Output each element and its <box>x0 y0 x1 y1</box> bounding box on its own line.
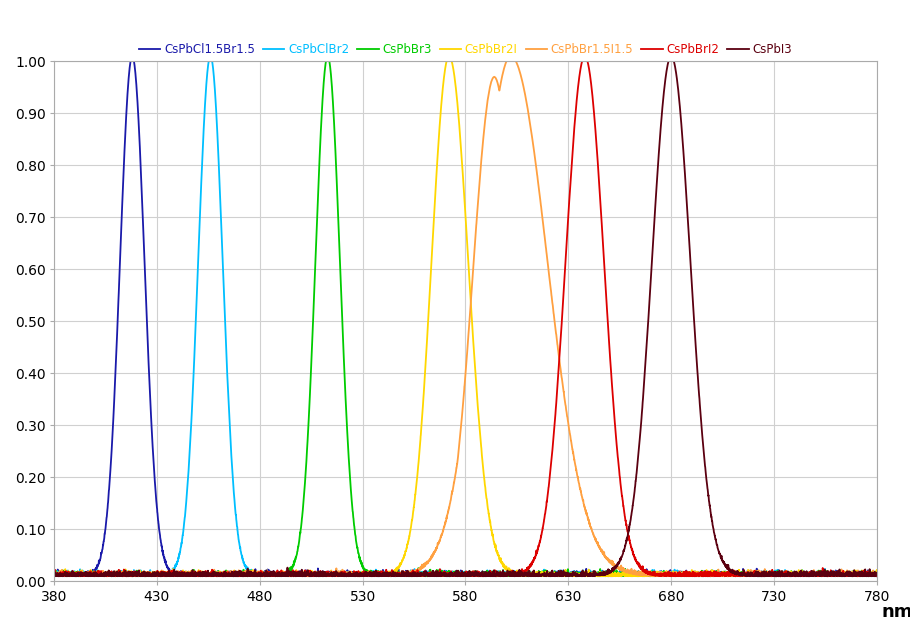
CsPbBrI2 <box>872 572 883 580</box>
CsPbBr1.5I1.5 <box>505 52 516 60</box>
CsPbBr3 <box>584 572 595 580</box>
CsPbI3 <box>363 570 374 578</box>
Line: CsPbBr2I: CsPbBr2I <box>54 56 877 577</box>
CsPbBr3 <box>363 570 374 578</box>
CsPbBr2I <box>198 572 209 579</box>
CsPbI3 <box>198 572 209 580</box>
X-axis label: nm: nm <box>882 603 910 621</box>
CsPbBr2I <box>872 566 883 574</box>
CsPbBr2I <box>444 52 455 60</box>
CsPbBrI2 <box>725 571 736 578</box>
CsPbBr3 <box>198 569 209 577</box>
CsPbBrI2 <box>662 570 673 578</box>
CsPbClBr2 <box>363 569 374 577</box>
CsPbI3 <box>48 572 59 579</box>
CsPbBr3 <box>542 570 553 578</box>
CsPbCl1.5Br1.5 <box>363 572 374 579</box>
CsPbClBr2 <box>205 52 216 60</box>
CsPbClBr2 <box>48 572 59 579</box>
CsPbI3 <box>872 569 883 577</box>
CsPbBr3 <box>48 568 59 576</box>
CsPbBr2I <box>725 572 736 579</box>
CsPbBr1.5I1.5 <box>662 571 673 578</box>
CsPbClBr2 <box>363 573 374 580</box>
Legend: CsPbCl1.5Br1.5, CsPbClBr2, CsPbBr3, CsPbBr2I, CsPbBr1.5I1.5, CsPbBrI2, CsPbI3: CsPbCl1.5Br1.5, CsPbClBr2, CsPbBr3, CsPb… <box>135 39 796 61</box>
CsPbBr1.5I1.5 <box>542 260 553 268</box>
CsPbBr3 <box>725 572 736 579</box>
CsPbClBr2 <box>584 569 595 577</box>
Line: CsPbBrI2: CsPbBrI2 <box>54 56 877 577</box>
CsPbI3 <box>662 58 673 66</box>
CsPbBr3 <box>322 52 333 60</box>
CsPbBr1.5I1.5 <box>725 570 736 578</box>
CsPbBr2I <box>852 573 863 580</box>
CsPbClBr2 <box>725 572 736 579</box>
CsPbBrI2 <box>584 68 595 76</box>
CsPbBr1.5I1.5 <box>872 570 883 577</box>
CsPbBr1.5I1.5 <box>584 521 595 528</box>
CsPbBr3 <box>207 572 218 580</box>
CsPbBr2I <box>542 572 553 580</box>
CsPbBr2I <box>48 570 59 577</box>
CsPbClBr2 <box>872 571 883 578</box>
CsPbBr2I <box>662 571 673 578</box>
Line: CsPbClBr2: CsPbClBr2 <box>54 56 877 577</box>
CsPbBrI2 <box>580 52 591 60</box>
CsPbBrI2 <box>542 491 553 498</box>
Line: CsPbCl1.5Br1.5: CsPbCl1.5Br1.5 <box>54 56 877 577</box>
CsPbCl1.5Br1.5 <box>48 572 59 580</box>
CsPbClBr2 <box>662 572 673 580</box>
CsPbBr1.5I1.5 <box>304 572 315 580</box>
CsPbBrI2 <box>198 570 209 578</box>
CsPbI3 <box>561 573 571 580</box>
CsPbBr2I <box>584 571 595 578</box>
CsPbI3 <box>725 568 736 575</box>
CsPbBr1.5I1.5 <box>363 571 374 578</box>
CsPbBrI2 <box>48 570 59 578</box>
CsPbCl1.5Br1.5 <box>542 568 553 576</box>
CsPbBrI2 <box>231 573 242 580</box>
CsPbCl1.5Br1.5 <box>126 52 137 60</box>
CsPbCl1.5Br1.5 <box>797 573 808 580</box>
CsPbCl1.5Br1.5 <box>584 572 595 580</box>
CsPbI3 <box>666 52 677 60</box>
CsPbCl1.5Br1.5 <box>198 572 209 579</box>
Line: CsPbBr3: CsPbBr3 <box>54 56 877 576</box>
CsPbClBr2 <box>542 570 553 578</box>
CsPbClBr2 <box>198 128 209 136</box>
CsPbBr1.5I1.5 <box>198 572 209 579</box>
CsPbI3 <box>542 571 553 578</box>
Line: CsPbBr1.5I1.5: CsPbBr1.5I1.5 <box>54 56 877 576</box>
CsPbBrI2 <box>363 571 374 578</box>
Line: CsPbI3: CsPbI3 <box>54 56 877 577</box>
CsPbCl1.5Br1.5 <box>872 568 883 575</box>
CsPbBr3 <box>662 571 673 578</box>
CsPbI3 <box>584 572 595 580</box>
CsPbBr2I <box>363 572 374 580</box>
CsPbCl1.5Br1.5 <box>725 570 736 578</box>
CsPbCl1.5Br1.5 <box>662 570 673 578</box>
CsPbBr3 <box>872 569 883 577</box>
CsPbBr1.5I1.5 <box>48 572 59 579</box>
